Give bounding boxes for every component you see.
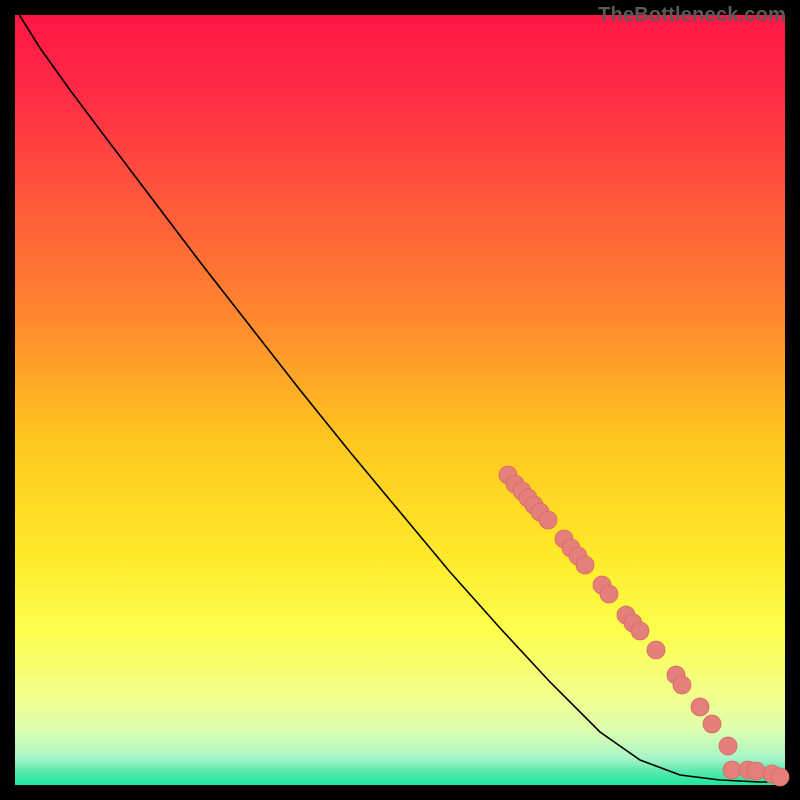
data-marker bbox=[723, 761, 741, 779]
data-marker bbox=[747, 762, 765, 780]
data-marker bbox=[576, 556, 594, 574]
data-marker bbox=[771, 768, 789, 786]
data-marker bbox=[703, 715, 721, 733]
chart-svg bbox=[0, 0, 800, 800]
chart-container: TheBottleneck.com bbox=[0, 0, 800, 800]
data-marker bbox=[631, 622, 649, 640]
data-marker bbox=[539, 511, 557, 529]
data-marker bbox=[647, 641, 665, 659]
data-marker bbox=[719, 737, 737, 755]
data-marker bbox=[673, 676, 691, 694]
data-marker bbox=[600, 585, 618, 603]
data-marker bbox=[691, 698, 709, 716]
watermark-text: TheBottleneck.com bbox=[598, 4, 786, 27]
